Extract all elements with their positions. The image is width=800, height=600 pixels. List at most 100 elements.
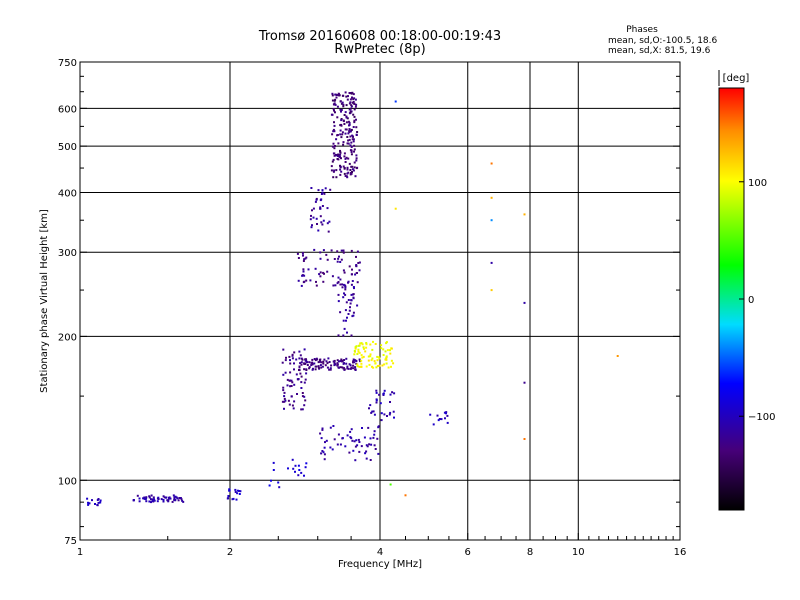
data-point <box>174 495 177 498</box>
data-point <box>290 395 293 398</box>
data-point <box>329 188 332 191</box>
data-point <box>304 359 307 362</box>
data-point <box>340 136 343 139</box>
data-point <box>337 153 340 156</box>
data-point <box>374 362 377 365</box>
data-point <box>268 484 271 487</box>
data-point <box>316 358 319 361</box>
data-point <box>341 359 344 362</box>
data-point <box>348 451 351 454</box>
data-point <box>282 386 285 389</box>
data-point <box>343 368 346 371</box>
data-point <box>347 157 350 160</box>
data-point <box>346 176 349 179</box>
data-point <box>332 425 335 427</box>
data-point <box>354 98 357 101</box>
data-point <box>337 142 340 145</box>
data-point <box>340 124 343 127</box>
data-point <box>354 445 357 448</box>
data-point <box>330 165 333 168</box>
data-point <box>319 257 322 260</box>
data-point <box>372 340 374 343</box>
data-point <box>373 360 376 363</box>
data-point <box>332 360 335 363</box>
data-point <box>348 92 351 94</box>
data-point <box>343 327 346 330</box>
data-point <box>351 138 354 141</box>
data-point <box>355 272 358 274</box>
data-point <box>339 311 342 314</box>
data-point <box>334 284 337 287</box>
data-point <box>283 395 286 398</box>
data-point <box>350 105 353 108</box>
data-point <box>336 362 339 365</box>
data-point <box>272 469 275 471</box>
data-point <box>320 193 323 195</box>
data-point <box>438 418 441 420</box>
data-point <box>344 293 347 296</box>
data-point <box>344 445 347 448</box>
data-point <box>369 353 372 356</box>
data-point <box>303 258 306 261</box>
data-point <box>331 99 334 102</box>
data-point <box>337 293 340 296</box>
data-point <box>323 446 326 449</box>
data-point <box>377 452 380 455</box>
data-point <box>320 437 323 440</box>
data-point <box>310 364 313 367</box>
y-tick-label: 600 <box>58 104 77 115</box>
data-point <box>288 355 291 358</box>
data-point <box>490 219 493 222</box>
data-point <box>365 444 368 447</box>
data-point <box>372 436 375 439</box>
data-point <box>352 311 355 314</box>
data-point <box>318 273 321 276</box>
data-point <box>347 95 349 98</box>
data-point <box>336 282 339 285</box>
data-point <box>152 496 155 499</box>
data-point <box>339 173 342 176</box>
data-point <box>351 96 353 99</box>
data-point <box>349 98 352 101</box>
data-point <box>323 458 326 461</box>
data-point <box>355 103 358 106</box>
data-point <box>302 270 305 273</box>
data-point <box>326 362 329 365</box>
data-point <box>341 437 344 440</box>
data-point <box>338 93 340 96</box>
data-point <box>353 150 355 153</box>
data-point <box>317 365 320 368</box>
data-point <box>353 166 356 169</box>
data-point <box>351 171 353 173</box>
data-point <box>298 365 301 368</box>
data-point <box>344 309 347 312</box>
data-point <box>334 93 337 96</box>
data-point <box>329 368 332 371</box>
data-point <box>310 214 312 217</box>
data-point <box>300 408 303 411</box>
data-point <box>377 425 380 428</box>
data-point <box>304 399 307 402</box>
data-point <box>311 209 313 212</box>
data-point <box>375 366 378 369</box>
data-point <box>357 348 360 351</box>
data-point <box>342 249 345 252</box>
data-point <box>347 367 350 370</box>
data-point <box>523 381 526 384</box>
data-point <box>300 471 303 474</box>
data-point <box>167 499 170 502</box>
data-point <box>300 381 303 384</box>
data-point <box>340 170 343 173</box>
data-point <box>367 355 370 358</box>
data-point <box>298 350 301 353</box>
data-point <box>234 491 237 493</box>
data-point <box>345 104 348 107</box>
data-point <box>368 407 370 410</box>
data-point <box>300 284 303 287</box>
data-point <box>389 352 392 355</box>
y-tick-label: 750 <box>58 58 77 69</box>
data-point <box>272 461 275 464</box>
data-point <box>315 197 318 200</box>
data-point <box>336 134 339 136</box>
data-point <box>390 359 393 362</box>
